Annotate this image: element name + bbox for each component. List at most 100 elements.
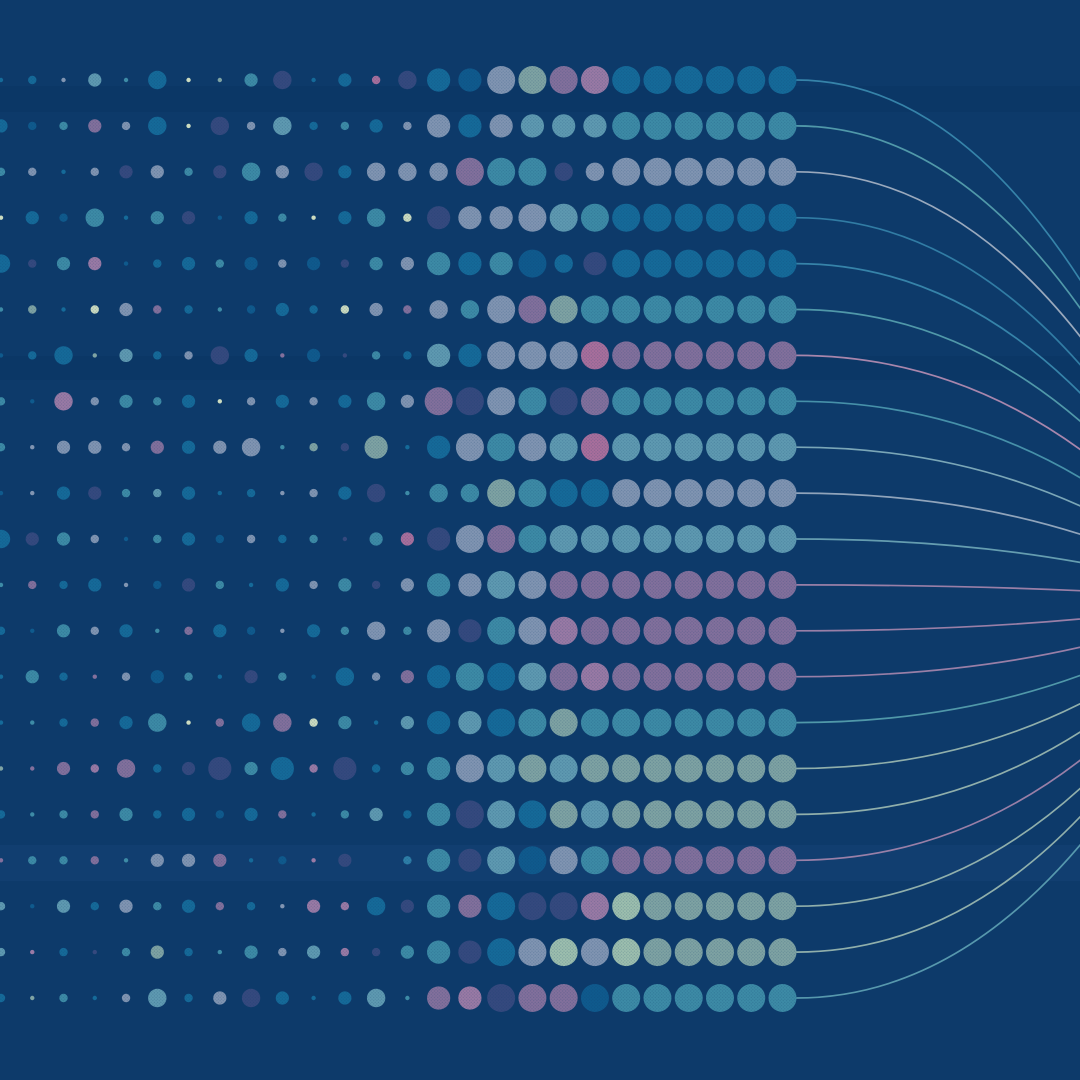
dot-texture-overlay <box>705 111 734 140</box>
dot-texture-overlay <box>518 892 547 921</box>
dot-texture-overlay <box>705 800 734 829</box>
dot-texture-overlay <box>549 754 578 783</box>
dot-texture-overlay <box>309 305 318 314</box>
dot-texture-overlay <box>25 670 39 684</box>
dot-texture-overlay <box>56 624 71 638</box>
dot <box>30 399 35 404</box>
dot-texture-overlay <box>403 856 412 865</box>
dot-texture-overlay <box>366 392 386 411</box>
dot-texture-overlay <box>366 162 386 181</box>
dot-texture-overlay <box>427 573 451 597</box>
dot-texture-overlay <box>369 532 383 546</box>
dot-texture-overlay <box>580 708 609 737</box>
dot-texture-overlay <box>184 947 193 957</box>
dot-texture-overlay <box>400 761 414 776</box>
dot-texture-overlay <box>518 433 547 462</box>
dot-texture-overlay <box>768 846 797 875</box>
dot-texture-overlay <box>487 525 516 553</box>
dot-texture-overlay <box>487 433 516 462</box>
dot-texture-overlay <box>737 111 766 140</box>
dot-texture-overlay <box>244 257 258 271</box>
dot-texture-overlay <box>275 578 289 592</box>
dot-texture-overlay <box>612 892 641 921</box>
dot <box>0 582 4 588</box>
dot-texture-overlay <box>674 157 703 186</box>
dot <box>123 77 129 83</box>
dot-texture-overlay <box>768 892 797 921</box>
dot-texture-overlay <box>184 626 193 635</box>
flow-line <box>795 538 1080 564</box>
dot-texture-overlay <box>88 440 102 454</box>
dot-texture-overlay <box>768 111 797 140</box>
dot <box>186 77 191 83</box>
dot-texture-overlay <box>338 394 352 408</box>
dot-texture-overlay <box>455 525 484 553</box>
dot-texture-overlay <box>674 984 703 1012</box>
dot-texture-overlay <box>674 433 703 462</box>
dot-texture-overlay <box>403 351 412 360</box>
dot-texture-overlay <box>705 892 734 921</box>
dot-texture-overlay <box>612 662 641 691</box>
dot <box>405 445 410 450</box>
dot <box>92 995 97 1001</box>
dot-texture-overlay <box>116 759 136 778</box>
dot-texture-overlay <box>54 392 73 411</box>
dot-texture-overlay <box>90 902 99 911</box>
dot-texture-overlay <box>427 665 451 689</box>
dot-texture-overlay <box>580 203 609 232</box>
dot-texture-overlay <box>487 754 516 783</box>
dot-texture-overlay <box>427 986 451 1010</box>
dot-texture-overlay <box>121 672 131 681</box>
dot-texture-overlay <box>580 295 609 324</box>
dot <box>123 582 129 588</box>
dot-texture-overlay <box>768 203 797 232</box>
dot-texture-overlay <box>737 157 766 186</box>
dot-texture-overlay <box>340 902 350 911</box>
dot-texture-overlay <box>121 488 131 498</box>
dot <box>217 77 223 83</box>
dot-texture-overlay <box>273 70 292 90</box>
dot-texture-overlay <box>612 754 641 783</box>
dot-texture-overlay <box>150 853 164 867</box>
dot-texture-overlay <box>705 479 734 508</box>
dot-texture-overlay <box>768 479 797 508</box>
dot-texture-overlay <box>674 570 703 599</box>
dot-texture-overlay <box>643 754 672 783</box>
dot-texture-overlay <box>518 203 547 232</box>
dot-texture-overlay <box>338 165 352 179</box>
dot-texture-overlay <box>580 66 609 94</box>
dot-texture-overlay <box>429 300 448 319</box>
dot-texture-overlay <box>309 580 318 590</box>
dot-texture-overlay <box>705 616 734 645</box>
flow-line <box>795 787 1080 908</box>
dot-texture-overlay <box>304 162 323 181</box>
dot <box>311 77 316 83</box>
dot-texture-overlay <box>181 211 196 225</box>
dot-texture-overlay <box>153 810 162 819</box>
dot-texture-overlay <box>241 438 261 457</box>
dot-texture-overlay <box>278 672 287 681</box>
dot-texture-overlay <box>737 846 766 875</box>
dot-texture-overlay <box>549 984 578 1012</box>
dot-texture-overlay <box>59 672 68 681</box>
dot-texture-overlay <box>28 259 37 268</box>
dot <box>92 949 97 955</box>
dot-texture-overlay <box>28 580 37 590</box>
dot-texture-overlay <box>0 254 11 273</box>
dot-row <box>0 616 797 645</box>
dot-texture-overlay <box>59 993 68 1003</box>
dot-texture-overlay <box>458 986 482 1010</box>
dot-texture-overlay <box>184 993 193 1003</box>
dot-texture-overlay <box>427 940 451 964</box>
dot <box>186 123 191 129</box>
dot-texture-overlay <box>429 162 448 181</box>
dot <box>30 766 35 771</box>
dot-texture-overlay <box>768 157 797 186</box>
dot-texture-overlay <box>119 624 133 638</box>
dot-texture-overlay <box>369 119 383 133</box>
dot-texture-overlay <box>580 846 609 875</box>
dot-texture-overlay <box>612 249 641 278</box>
dot-texture-overlay <box>518 249 547 278</box>
dot-texture-overlay <box>612 111 641 140</box>
